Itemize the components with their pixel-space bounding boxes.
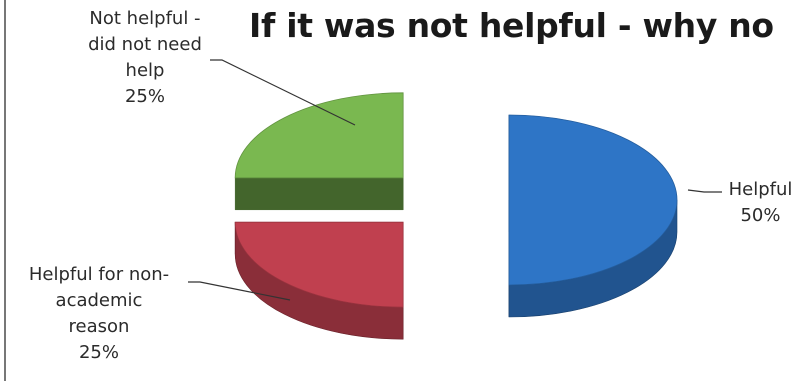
slice-percent: 50%	[740, 205, 781, 226]
pie-slice-helpful	[508, 114, 678, 318]
slice-percent: 25%	[78, 342, 119, 363]
pie-slice-not-helpful-did-not-need-help	[234, 92, 404, 211]
slice-label-line: Helpful	[728, 179, 793, 200]
slice-percent: 25%	[124, 86, 165, 107]
leader-line-helpful	[687, 189, 722, 193]
slice-label-line: academic	[55, 290, 143, 311]
slice-label-line: Helpful for non-	[28, 264, 170, 285]
slice-label-line: Not helpful -	[89, 8, 201, 29]
pie-slice-top	[508, 114, 678, 286]
pie-slice-helpful-for-non-academic-reason	[234, 221, 404, 340]
slice-label-line: reason	[68, 316, 130, 337]
leader-line-not-helpful	[210, 59, 356, 126]
slice-label-helpful: Helpful 50%	[718, 177, 803, 229]
slice-label-non-academic: Helpful for non- academic reason 25%	[5, 262, 193, 366]
chart-title: If it was not helpful - why no	[249, 6, 774, 45]
slice-label-not-helpful: Not helpful - did not need help 25%	[60, 6, 230, 110]
slice-label-line: did not need	[88, 34, 202, 55]
leader-line-non-academic	[188, 281, 291, 301]
pie-slice-top	[234, 221, 404, 308]
pie-slice-top	[234, 92, 404, 179]
left-border	[4, 0, 6, 381]
slice-label-line: help	[125, 60, 165, 81]
pie-slice-wall	[234, 177, 404, 211]
